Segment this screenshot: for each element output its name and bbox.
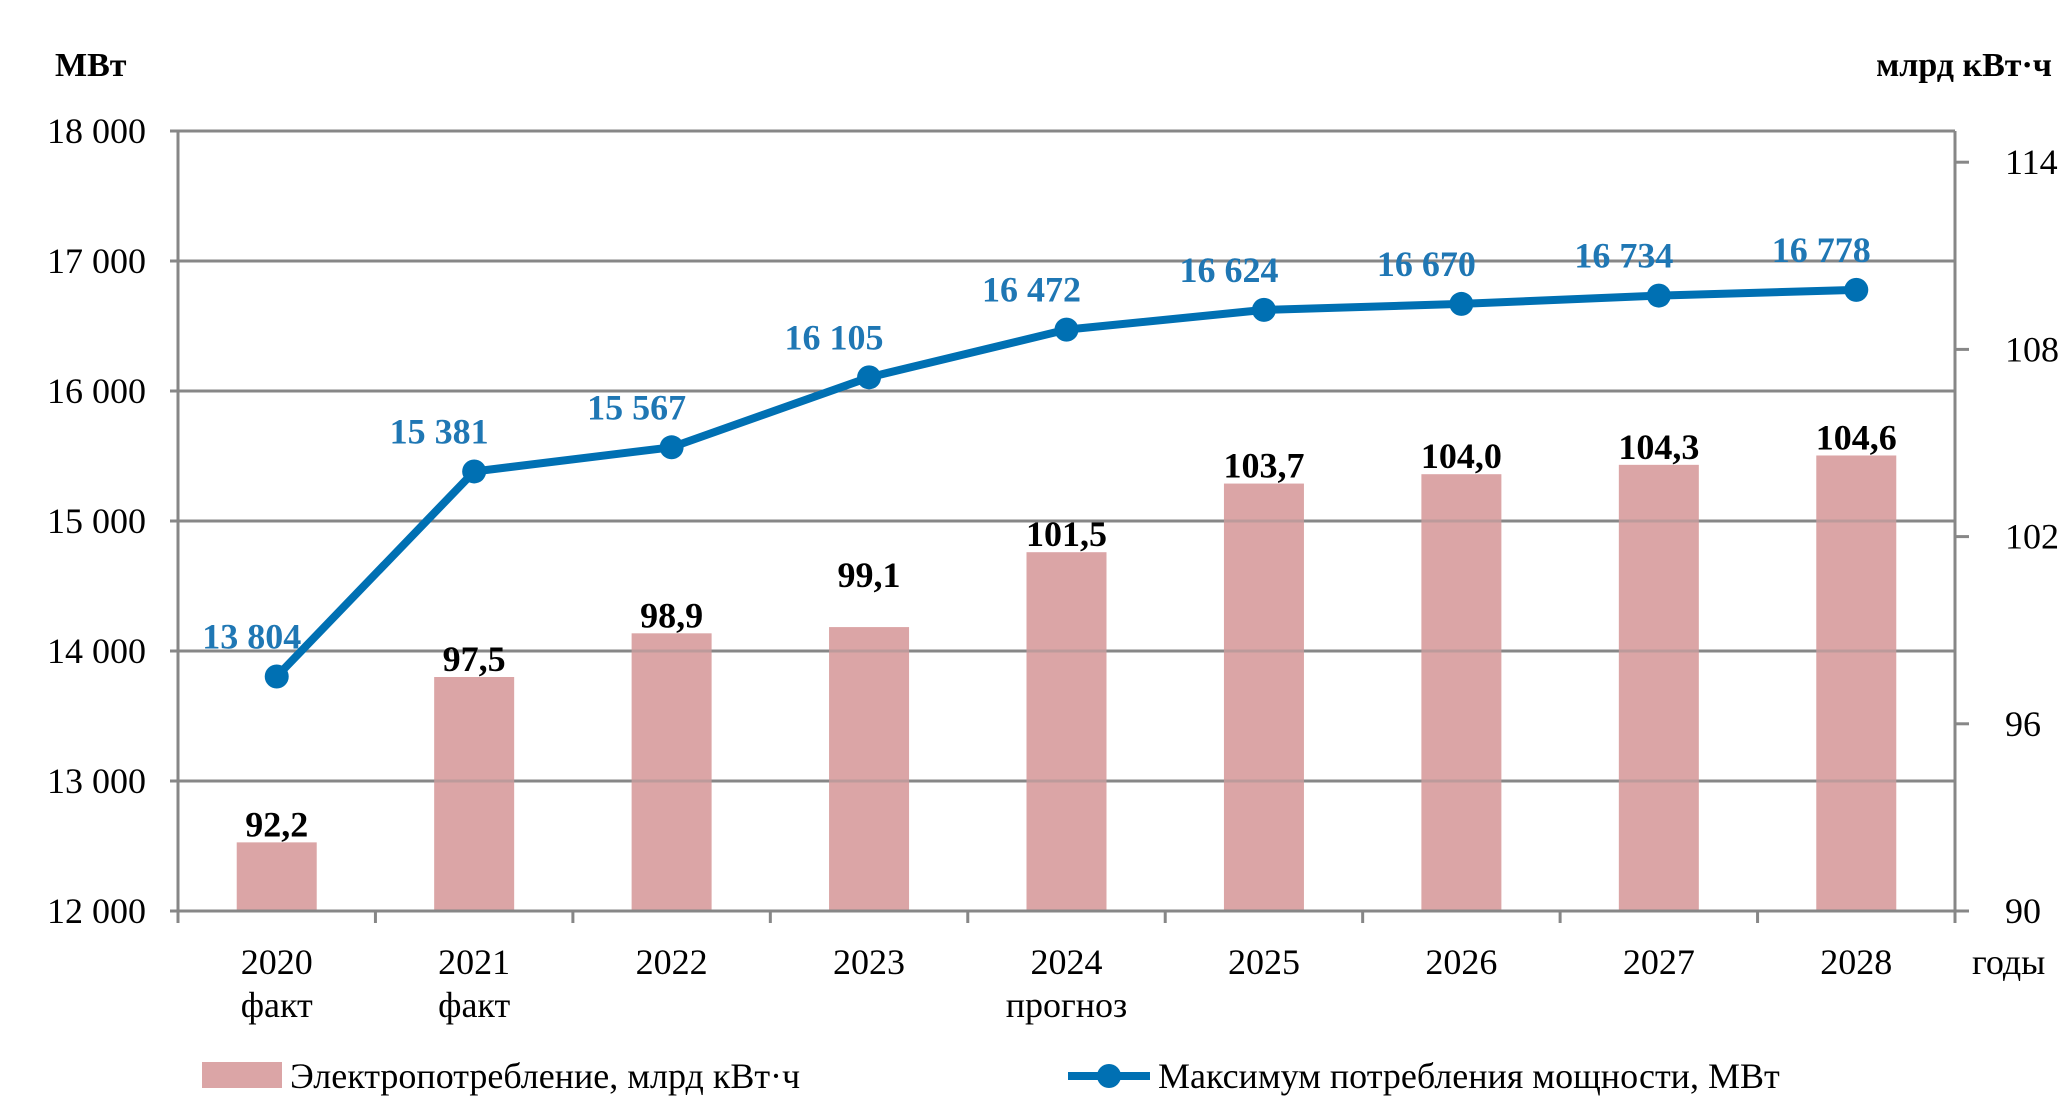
x-axis-category-label: прогноз [1006,985,1128,1025]
legend: Электропотребление, млрд кВт·ч Максимум … [202,1056,1780,1096]
bar [1026,552,1107,911]
left-axis-tick-label: 13 000 [47,761,146,801]
x-axis-category-label: 2027 [1623,942,1695,982]
right-axis-tick-label: 102 [2005,517,2059,557]
legend-bar-swatch [202,1062,282,1088]
x-axis-category-label: 2028 [1820,942,1892,982]
left-axis-tick-label: 16 000 [47,371,146,411]
axes: 12 000 13 000 14 000 15 000 16 000 17 000 18 0… [47,111,2059,1025]
right-axis-tick-label: 90 [2005,891,2041,931]
legend-line-label: Максимум потребления мощности, МВт [1158,1056,1780,1096]
bar-value-label: 97,5 [443,639,506,679]
bar [236,842,317,911]
x-axis-category-label: 2023 [833,942,905,982]
bar-value-label: 104,0 [1421,436,1502,476]
x-axis-category-label: 2025 [1228,942,1300,982]
line-marker [1449,291,1474,316]
line-value-label: 16 472 [982,270,1081,310]
bar-value-label: 104,6 [1816,417,1897,457]
left-axis-tick-label: 17 000 [47,241,146,281]
line-marker [1251,297,1276,322]
line-value-label: 16 624 [1179,250,1278,290]
line-marker [264,664,289,689]
legend-bar-label: Электропотребление, млрд кВт·ч [290,1056,800,1096]
bar-value-label: 104,3 [1618,427,1699,467]
line-marker [1844,277,1869,302]
line-marker [462,459,487,484]
line-marker [1054,317,1079,342]
x-axis-category-label: факт [438,985,510,1025]
left-axis-tick-label: 12 000 [47,891,146,931]
right-axis-tick-label: 108 [2005,329,2059,369]
bar [434,677,515,911]
x-axis-category-label: 2020 [241,942,313,982]
line-marker [857,365,882,390]
bar [829,627,910,911]
data-labels: 92,2 97,5 98,9 99,1 101,5 103,7 104,0 104,3 104,… [202,230,1897,845]
left-axis-tick-label: 15 000 [47,501,146,541]
bar [631,633,712,911]
line-marker [659,435,684,460]
line-series [264,277,1869,689]
bar [1223,483,1304,911]
line-value-label: 16 734 [1574,236,1673,276]
bar-series [236,455,1897,911]
line-value-label: 15 381 [390,411,489,451]
bar [1618,464,1699,911]
x-axis-category-label: 2022 [636,942,708,982]
x-axis-category-label: 2026 [1425,942,1497,982]
line-marker [1646,283,1671,308]
right-axis-tick-label: 96 [2005,704,2041,744]
x-axis-category-label: 2021 [438,942,510,982]
line-value-label: 16 670 [1377,244,1476,284]
bar-value-label: 99,1 [838,555,901,595]
bar-value-label: 101,5 [1026,514,1107,554]
line-value-label: 16 105 [785,317,884,357]
line-value-label: 15 567 [587,387,686,427]
x-axis-category-label: 2024 [1031,942,1103,982]
right-axis-unit-label: млрд кВт·ч [1876,47,2052,84]
bar [1421,474,1502,911]
bar [1816,455,1897,911]
line-value-label: 13 804 [202,616,301,656]
bar-value-label: 92,2 [245,804,308,844]
x-axis-title: годы [1972,942,2045,982]
bar-value-label: 98,9 [640,595,703,635]
x-axis-category-label: факт [241,985,313,1025]
gridlines-overlay [178,129,1955,783]
line-value-label: 16 778 [1772,230,1871,270]
legend-line-marker [1097,1064,1121,1088]
left-axis-tick-label: 18 000 [47,111,146,151]
left-axis-tick-label: 14 000 [47,631,146,671]
left-axis-unit-label: МВт [55,47,127,84]
right-axis-tick-label: 114 [2005,142,2058,182]
bar-value-label: 103,7 [1223,446,1304,486]
